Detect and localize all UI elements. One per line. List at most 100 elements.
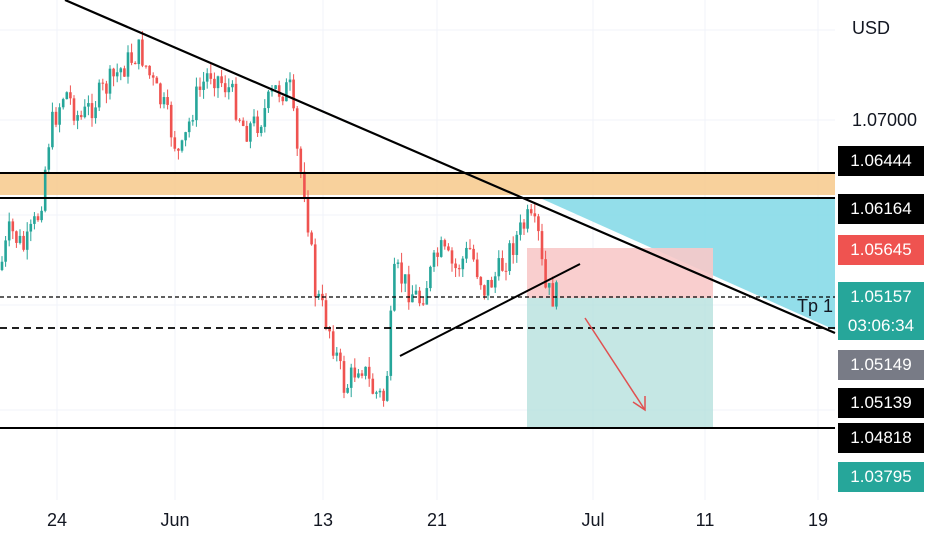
candle-body bbox=[407, 274, 411, 303]
candle-body bbox=[216, 76, 220, 89]
candle-body bbox=[450, 250, 454, 264]
candle-body bbox=[133, 62, 137, 65]
candle-body bbox=[205, 73, 209, 82]
candle-body bbox=[522, 222, 526, 229]
candle-body bbox=[166, 97, 169, 105]
candle-body bbox=[501, 258, 504, 271]
candle-body bbox=[313, 244, 317, 297]
candle-body bbox=[148, 65, 151, 76]
candle-body bbox=[411, 294, 414, 303]
descending-trendline bbox=[64, 0, 836, 335]
forecast-arrow bbox=[584, 317, 646, 411]
price-label-support: 1.04818 bbox=[838, 423, 924, 453]
candle-body bbox=[155, 77, 159, 84]
candle-body bbox=[526, 209, 529, 229]
candle-body bbox=[360, 373, 364, 376]
arrow-head bbox=[632, 396, 646, 412]
candle-body bbox=[274, 85, 277, 90]
candle-body bbox=[69, 92, 72, 99]
candle-body bbox=[43, 169, 47, 211]
candle-body bbox=[51, 111, 54, 148]
candle-body bbox=[504, 270, 508, 272]
candle-body bbox=[328, 327, 331, 332]
candle-body bbox=[385, 375, 389, 401]
candle-body bbox=[40, 210, 43, 221]
x-tick-label: 19 bbox=[807, 510, 829, 530]
candle-body bbox=[263, 108, 267, 127]
candle-body bbox=[33, 216, 36, 224]
candle-body bbox=[421, 303, 425, 305]
candle-body bbox=[331, 331, 335, 356]
candle-body bbox=[72, 98, 76, 121]
candle-body bbox=[457, 268, 461, 270]
price-label-stop-loss: 1.05645 bbox=[838, 235, 924, 265]
candle-body bbox=[238, 119, 241, 121]
candle-body bbox=[65, 92, 69, 100]
candle-body bbox=[54, 111, 58, 125]
candle-body bbox=[335, 352, 339, 356]
candle-body bbox=[141, 39, 144, 66]
currency-label: USD bbox=[852, 18, 891, 38]
candle-body bbox=[227, 87, 231, 93]
candle-body bbox=[252, 116, 256, 124]
candle-body bbox=[7, 221, 11, 241]
candle-body bbox=[403, 274, 407, 284]
candle-body bbox=[371, 378, 375, 394]
candle-body bbox=[180, 140, 184, 151]
candle-body bbox=[126, 52, 130, 77]
candle-body bbox=[223, 83, 227, 93]
x-tick-label: 13 bbox=[312, 510, 334, 530]
candle-body bbox=[349, 367, 353, 388]
tp1-annotation: Tp 1 bbox=[797, 296, 834, 316]
candle-body bbox=[184, 132, 187, 141]
candle-body bbox=[115, 72, 119, 77]
candle-body bbox=[177, 148, 180, 151]
candle-body bbox=[36, 216, 40, 221]
candle-body bbox=[400, 262, 403, 284]
candle-body bbox=[267, 91, 270, 109]
price-label-resistance-upper: 1.06444 bbox=[838, 146, 924, 176]
candle-countdown: 03:06:34 bbox=[838, 312, 924, 340]
candle-body bbox=[249, 123, 252, 142]
candle-body bbox=[551, 283, 555, 307]
x-tick-label: 24 bbox=[46, 510, 68, 530]
candle-body bbox=[393, 263, 396, 311]
candle-body bbox=[101, 82, 105, 84]
candle-body bbox=[342, 361, 346, 393]
candle-body bbox=[220, 76, 223, 84]
candle-body bbox=[519, 222, 522, 235]
candle-body bbox=[339, 352, 342, 362]
candle-body bbox=[429, 266, 432, 289]
candle-body bbox=[79, 115, 83, 118]
price-label-target: 1.03795 bbox=[838, 462, 924, 492]
stop-loss-zone bbox=[527, 248, 713, 298]
candle-body bbox=[245, 125, 249, 142]
candle-body bbox=[83, 106, 87, 118]
candle-body bbox=[537, 216, 540, 232]
candle-body bbox=[382, 390, 385, 401]
candle-body bbox=[90, 103, 94, 119]
candle-body bbox=[213, 78, 216, 89]
candle-body bbox=[288, 79, 292, 83]
candle-body bbox=[277, 85, 281, 97]
candle-body bbox=[144, 65, 148, 67]
candle-body bbox=[306, 198, 310, 233]
candle-body bbox=[281, 96, 285, 102]
candle-body bbox=[479, 277, 483, 286]
candle-body bbox=[511, 243, 515, 255]
target-zone bbox=[527, 298, 713, 428]
candle-body bbox=[414, 290, 418, 295]
candle-body bbox=[231, 83, 234, 88]
candle-body bbox=[544, 259, 547, 288]
candle-body bbox=[436, 252, 439, 257]
candle-body bbox=[378, 390, 382, 393]
candle-body bbox=[443, 240, 447, 247]
candle-body bbox=[0, 261, 4, 270]
candle-body bbox=[324, 300, 328, 328]
candle-body bbox=[18, 235, 22, 243]
resistance-zone bbox=[0, 173, 835, 195]
x-tick-label: Jul bbox=[581, 510, 605, 530]
candle-body bbox=[547, 283, 551, 288]
candle-body bbox=[310, 232, 313, 245]
